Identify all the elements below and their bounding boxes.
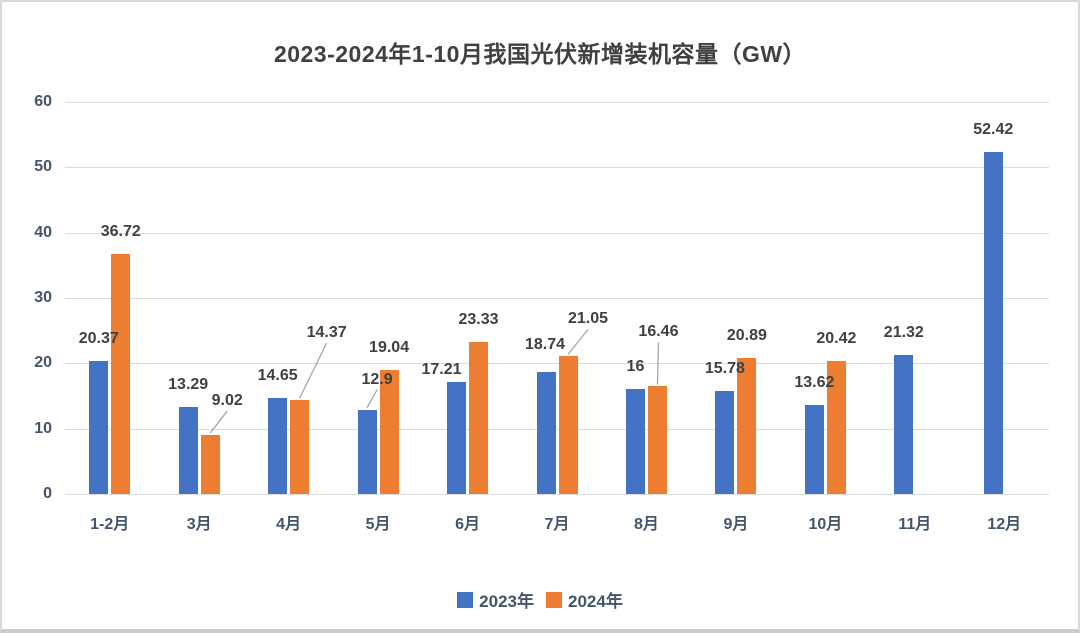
bar-2023年-11月 [894, 354, 914, 494]
gridline-y0 [65, 494, 1049, 495]
data-label-2023年-12月: 52.42 [973, 120, 1014, 138]
data-label-2023年-5月: 12.9 [361, 370, 393, 388]
data-label-2024年-7月: 21.05 [567, 310, 609, 328]
legend-label-2024年: 2024年 [568, 592, 623, 611]
x-axis-label: 8月 [634, 516, 659, 533]
bar-2023年-5月 [357, 409, 377, 494]
gridline-y60 [65, 102, 1049, 103]
legend-swatch-2023年 [457, 591, 474, 608]
y-axis-tick-label: 0 [43, 485, 52, 502]
legend-item-2023年: 2023年 [457, 587, 534, 612]
gridline-y40 [65, 232, 1049, 234]
x-axis-label: 9月 [723, 516, 749, 533]
data-label-2024年-3月: 9.02 [211, 392, 243, 410]
legend-label-2023年: 2023年 [479, 592, 534, 611]
data-label-2023年-8月: 16 [626, 358, 645, 376]
x-axis-label: 10月 [808, 516, 843, 533]
data-label-2024年-10月: 20.42 [816, 329, 857, 347]
y-axis-tick-label: 20 [34, 354, 52, 372]
bar-2024年-7月 [558, 356, 578, 494]
data-label-2023年-11月: 21.32 [883, 323, 924, 341]
gridline-y10 [65, 428, 1049, 430]
legend: 2023年 2024年 [2, 587, 1078, 612]
bar-2023年-10月 [804, 405, 824, 494]
bar-2024年-1-2月 [111, 254, 131, 494]
data-label-2024年-4月: 14.37 [306, 324, 347, 342]
y-axis-tick-label: 60 [34, 93, 52, 110]
y-axis-tick-label: 50 [34, 158, 52, 176]
legend-swatch-2024年 [546, 591, 562, 608]
bar-2023年-6月 [447, 381, 467, 494]
data-label-2023年-1-2月: 20.37 [78, 329, 119, 347]
legend-item-2024年: 2024年 [546, 587, 623, 612]
bar-2023年-7月 [536, 371, 556, 494]
gridline-y30 [65, 298, 1049, 299]
x-axis-label: 12月 [987, 516, 1022, 533]
data-label-2024年-9月: 20.89 [726, 326, 767, 344]
x-axis-label: 4月 [276, 516, 302, 533]
data-label-2024年-6月: 23.33 [458, 310, 499, 328]
data-label-2023年-7月: 18.74 [524, 335, 566, 353]
bar-2023年-1-2月 [89, 360, 109, 494]
data-label-2023年-10月: 13.62 [794, 374, 835, 392]
bar-2024年-3月 [200, 435, 220, 494]
x-axis-label: 6月 [455, 516, 480, 533]
gridline-y50 [65, 167, 1049, 169]
gridline-y20 [65, 363, 1049, 365]
leader-line [567, 329, 589, 355]
bar-2024年-10月 [826, 360, 846, 494]
data-label-2024年-5月: 19.04 [369, 338, 410, 356]
chart-title: 2023-2024年1-10月我国光伏新增装机容量（GW） [273, 41, 807, 67]
data-label-2023年-6月: 17.21 [421, 360, 462, 378]
x-axis-label: 11月 [898, 516, 932, 533]
data-label-2024年-8月: 16.46 [638, 323, 679, 341]
y-axis-tick-label: 10 [34, 419, 52, 437]
y-axis-tick-label: 40 [34, 223, 52, 241]
data-label-2023年-4月: 14.65 [257, 367, 298, 385]
bar-2024年-4月 [290, 400, 310, 494]
data-label-2024年-1-2月: 36.72 [100, 223, 141, 241]
bar-2023年-9月 [715, 390, 735, 494]
bar-2023年-3月 [178, 407, 198, 494]
leader-line [209, 410, 228, 434]
y-axis-tick-label: 30 [34, 289, 52, 306]
leader-line [656, 342, 660, 385]
x-axis-label: 1-2月 [90, 516, 130, 533]
bar-2024年-5月 [379, 369, 399, 494]
x-axis-label: 5月 [365, 516, 391, 533]
bar-2023年-12月 [983, 151, 1003, 494]
data-label-2023年-9月: 15.78 [704, 359, 745, 377]
x-axis-label: 7月 [544, 516, 570, 533]
bar-2023年-4月 [268, 398, 288, 494]
bar-2023年-8月 [625, 389, 645, 494]
leader-line [366, 389, 378, 409]
leader-line [299, 342, 328, 399]
x-axis-label: 3月 [186, 516, 212, 533]
bar-2024年-8月 [647, 386, 667, 494]
bar-2024年-6月 [469, 341, 489, 494]
data-label-2023年-3月: 13.29 [168, 376, 209, 394]
bar-2024年-9月 [737, 357, 757, 494]
